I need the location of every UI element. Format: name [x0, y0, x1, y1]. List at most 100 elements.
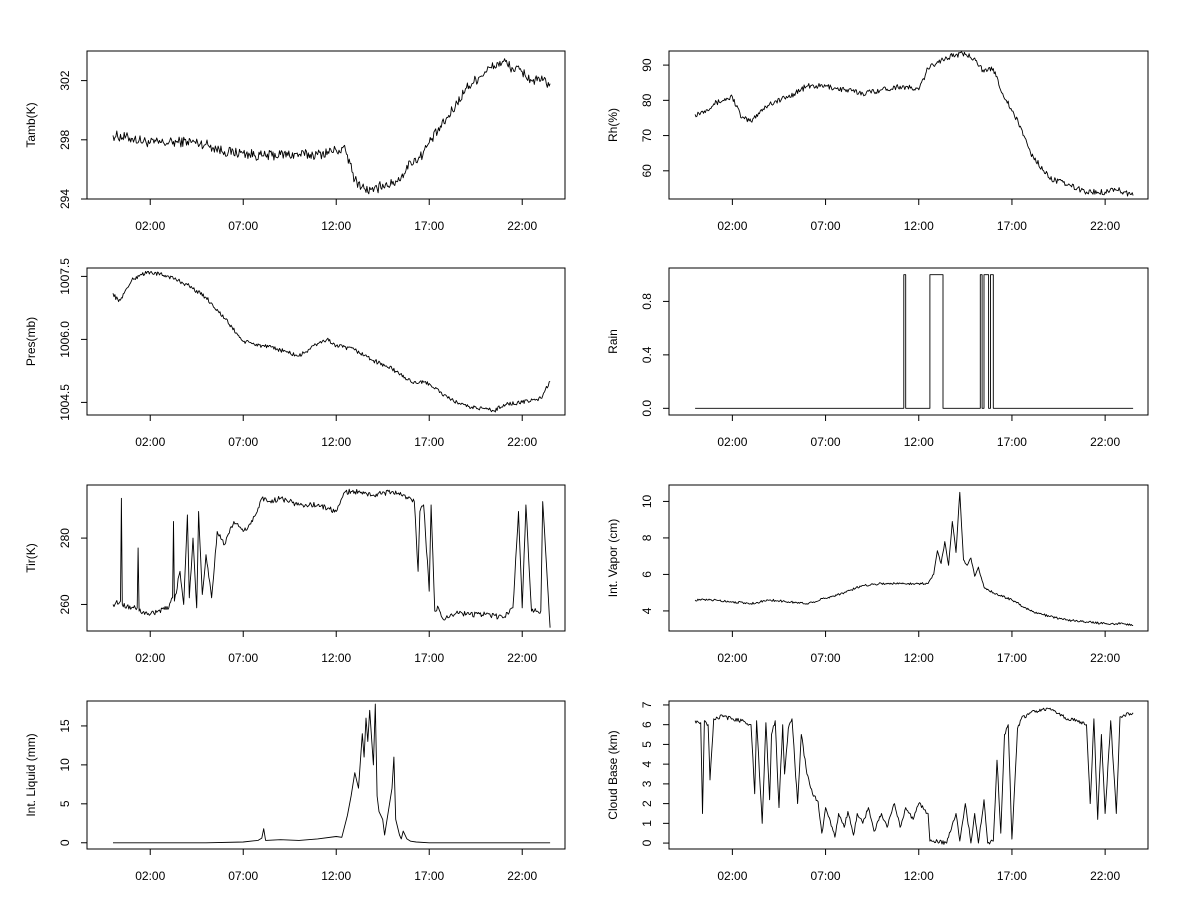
series-line-rain	[695, 274, 1134, 409]
y-tick-label: 60	[640, 164, 654, 178]
y-tick-label: 294	[58, 189, 72, 209]
x-tick-label: 22:00	[507, 869, 537, 883]
x-tick-label: 07:00	[811, 219, 841, 233]
panel-rh: 02:00 07:00 12:00 17:00 22:00 60 70 80 90 Rh(%)	[606, 50, 1149, 233]
y-tick-label: 10	[640, 494, 654, 508]
x-tick-label: 22:00	[507, 651, 537, 665]
x-tick-label: 22:00	[1090, 435, 1120, 449]
x-tick-label: 17:00	[414, 219, 444, 233]
y-axis-label: Int. Liquid (mm)	[24, 733, 38, 816]
y-tick-label: 10	[58, 758, 72, 772]
x-tick-label: 02:00	[135, 869, 165, 883]
x-tick-label: 07:00	[228, 435, 258, 449]
y-tick-label: 6	[640, 571, 654, 578]
x-tick-label: 17:00	[997, 219, 1027, 233]
x-tick-label: 02:00	[717, 651, 747, 665]
plot-frame	[86, 267, 566, 416]
y-axis-label: Rh(%)	[606, 108, 620, 142]
y-tick-label: 5	[640, 741, 654, 748]
y-tick-label: 1	[640, 820, 654, 827]
y-tick-label: 0	[640, 839, 654, 846]
series-line-tamb-k	[112, 58, 551, 195]
x-tick-label: 12:00	[904, 651, 934, 665]
x-tick-label: 12:00	[321, 651, 351, 665]
y-tick-label: 260	[58, 594, 72, 614]
panel-int-vapor-cm: 02:00 07:00 12:00 17:00 22:00 4 6 8 10 Int. Vapor…	[606, 484, 1149, 665]
panel-cloud-base-km: 02:00 07:00 12:00 17:00 22:00 0 1 2 3 4 5 6 7 Cloud B…	[606, 700, 1149, 883]
y-tick-label: 1004.5	[58, 384, 72, 421]
y-tick-label: 1007.5	[58, 258, 72, 295]
x-tick-label: 07:00	[811, 869, 841, 883]
y-tick-label: 80	[640, 93, 654, 107]
x-tick-label: 07:00	[811, 651, 841, 665]
y-axis-label: Pres(mb)	[24, 317, 38, 366]
series-line-int-vapor-cm	[694, 491, 1134, 626]
plot-frame	[668, 700, 1149, 850]
x-tick-label: 17:00	[414, 869, 444, 883]
x-tick-label: 17:00	[414, 435, 444, 449]
y-axis-label: Tamb(K)	[24, 102, 38, 147]
x-tick-label: 12:00	[321, 435, 351, 449]
plot-frame	[86, 484, 566, 632]
x-tick-label: 12:00	[321, 219, 351, 233]
y-tick-label: 302	[58, 70, 72, 90]
x-tick-label: 17:00	[997, 869, 1027, 883]
y-tick-label: 298	[58, 129, 72, 149]
x-tick-label: 02:00	[717, 435, 747, 449]
x-tick-label: 22:00	[507, 435, 537, 449]
series-line-cloud-base-km	[694, 707, 1134, 845]
x-tick-label: 07:00	[228, 869, 258, 883]
plot-frame	[86, 700, 566, 850]
x-tick-label: 12:00	[904, 219, 934, 233]
y-tick-label: 8	[640, 534, 654, 541]
x-tick-label: 22:00	[1090, 651, 1120, 665]
panel-rain: 02:00 07:00 12:00 17:00 22:00 0.0 0.4 0.8 Rain	[606, 267, 1149, 449]
x-tick-label: 02:00	[135, 219, 165, 233]
x-tick-label: 02:00	[717, 219, 747, 233]
series-line-tir-k	[112, 488, 551, 628]
x-tick-label: 02:00	[135, 435, 165, 449]
plot-frame	[668, 267, 1149, 416]
plot-frame	[668, 484, 1149, 632]
x-tick-label: 07:00	[811, 435, 841, 449]
y-tick-label: 4	[640, 760, 654, 767]
panel-tamb-k: 02:00 07:00 12:00 17:00 22:00 294 298 302 Tamb(K…	[24, 50, 566, 233]
x-tick-label: 07:00	[228, 219, 258, 233]
x-tick-label: 17:00	[414, 651, 444, 665]
series-line-int-liquid-mm	[113, 703, 551, 844]
y-tick-label: 7	[640, 701, 654, 708]
y-tick-label: 3	[640, 780, 654, 787]
plot-frame	[86, 50, 566, 200]
y-tick-label: 70	[640, 129, 654, 143]
y-axis-label: Int. Vapor (cm)	[606, 519, 620, 597]
y-axis-label: Cloud Base (km)	[606, 730, 620, 819]
x-tick-label: 12:00	[321, 869, 351, 883]
y-tick-label: 0.8	[640, 293, 654, 310]
x-tick-label: 02:00	[717, 869, 747, 883]
y-tick-label: 4	[640, 607, 654, 614]
x-tick-label: 22:00	[507, 219, 537, 233]
x-tick-label: 17:00	[997, 651, 1027, 665]
y-tick-label: 0.0	[640, 400, 654, 417]
y-tick-label: 2	[640, 800, 654, 807]
x-tick-label: 22:00	[1090, 219, 1120, 233]
y-tick-label: 0	[58, 839, 72, 846]
x-tick-label: 17:00	[997, 435, 1027, 449]
y-tick-label: 1006.0	[58, 321, 72, 358]
x-tick-label: 07:00	[228, 651, 258, 665]
panel-tir-k: 02:00 07:00 12:00 17:00 22:00 260 280 Tir(K)	[24, 484, 566, 665]
panel-int-liquid-mm: 02:00 07:00 12:00 17:00 22:00 0 5 10 15 Int. Liqu…	[24, 700, 566, 883]
x-tick-label: 12:00	[904, 435, 934, 449]
y-tick-label: 15	[58, 719, 72, 733]
y-tick-label: 90	[640, 58, 654, 72]
y-axis-label: Rain	[606, 329, 620, 354]
y-axis-label: Tir(K)	[24, 543, 38, 573]
panel-pres-mb: 02:00 07:00 12:00 17:00 22:00 1004.5 1006.0 100…	[24, 258, 566, 449]
y-tick-label: 280	[58, 528, 72, 548]
x-tick-label: 12:00	[904, 869, 934, 883]
y-tick-label: 6	[640, 721, 654, 728]
plot-frame	[668, 50, 1149, 200]
x-tick-label: 02:00	[135, 651, 165, 665]
y-tick-label: 5	[58, 800, 72, 807]
